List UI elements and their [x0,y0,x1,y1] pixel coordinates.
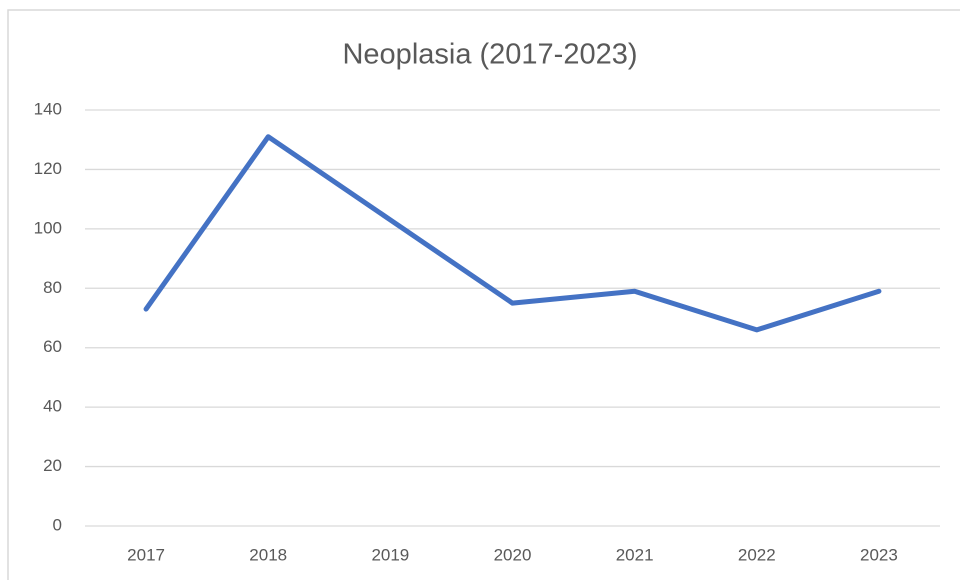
x-tick-label: 2021 [616,545,654,564]
y-tick-label: 80 [43,278,62,297]
y-tick-label: 120 [34,159,62,178]
chart-frame [7,9,960,580]
x-tick-label: 2018 [249,545,287,564]
x-tick-label: 2019 [371,545,409,564]
y-tick-label: 20 [43,456,62,475]
x-tick-label: 2017 [127,545,165,564]
y-tick-label: 0 [53,515,62,534]
x-tick-label: 2022 [738,545,776,564]
data-line [143,134,882,333]
x-tick-label: 2023 [860,545,898,564]
y-tick-label: 60 [43,337,62,356]
y-tick-label: 100 [34,218,62,237]
y-tick-label: 40 [43,397,62,416]
chart-title: Neoplasia (2017-2023) [342,39,637,71]
x-tick-label: 2020 [494,545,532,564]
y-tick-label: 140 [34,99,62,118]
